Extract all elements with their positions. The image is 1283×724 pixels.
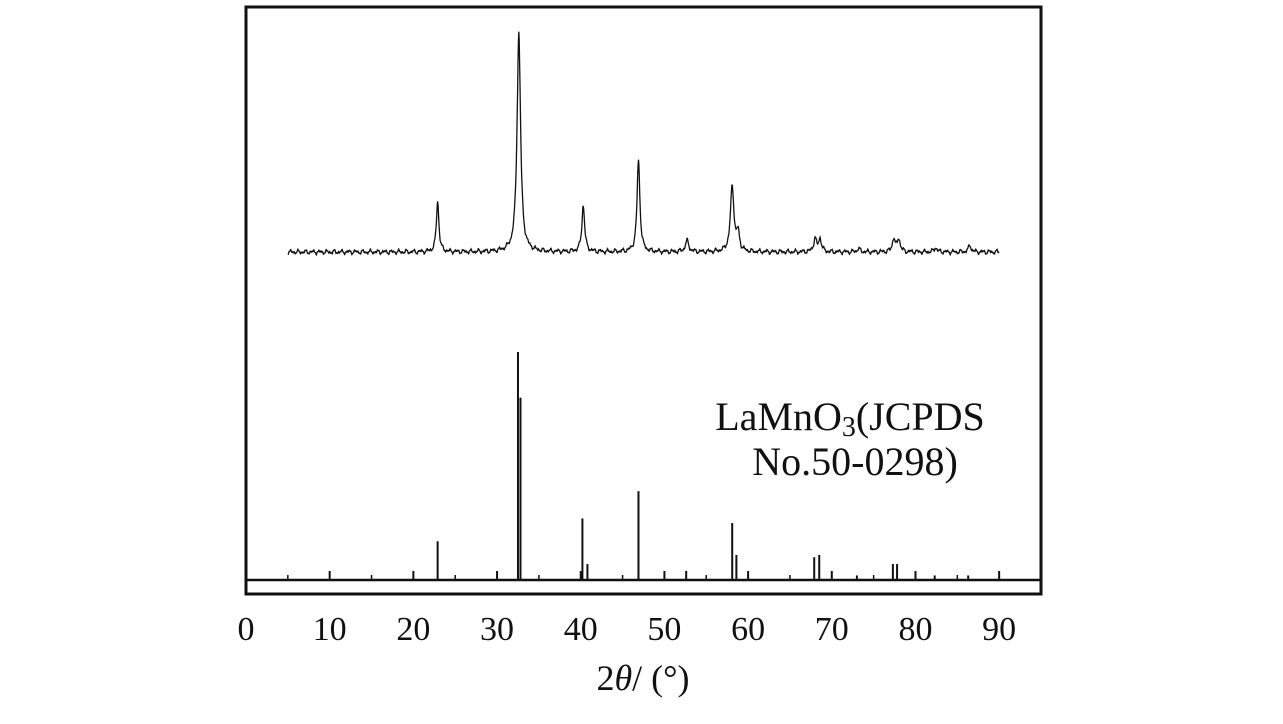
x-tick-label-70: 70 [815,611,849,648]
x-tick-label-50: 50 [647,611,681,648]
series-reference-sticks [436,352,970,580]
plot-frame [244,5,1043,596]
x-axis-minor-ticks [287,575,959,580]
x-tick-label-0: 0 [238,611,255,648]
reference-label-line1: LaMnO3(JCPDS [715,394,985,443]
x-axis-ticks [245,571,1001,580]
x-tick-label-90: 90 [982,611,1016,648]
x-tick-label-20: 20 [396,611,430,648]
x-axis-title: 2θ/ (°) [596,658,689,698]
x-tick-label-40: 40 [564,611,598,648]
x-axis-tick-labels: 0 10 20 30 40 50 60 70 80 90 [238,611,1017,648]
x-tick-label-60: 60 [731,611,765,648]
x-tick-label-30: 30 [480,611,514,648]
series-measured-pattern [287,31,1000,257]
x-tick-label-80: 80 [898,611,932,648]
x-tick-label-10: 10 [313,611,347,648]
reference-label-line2: No.50-0298) [752,439,958,484]
